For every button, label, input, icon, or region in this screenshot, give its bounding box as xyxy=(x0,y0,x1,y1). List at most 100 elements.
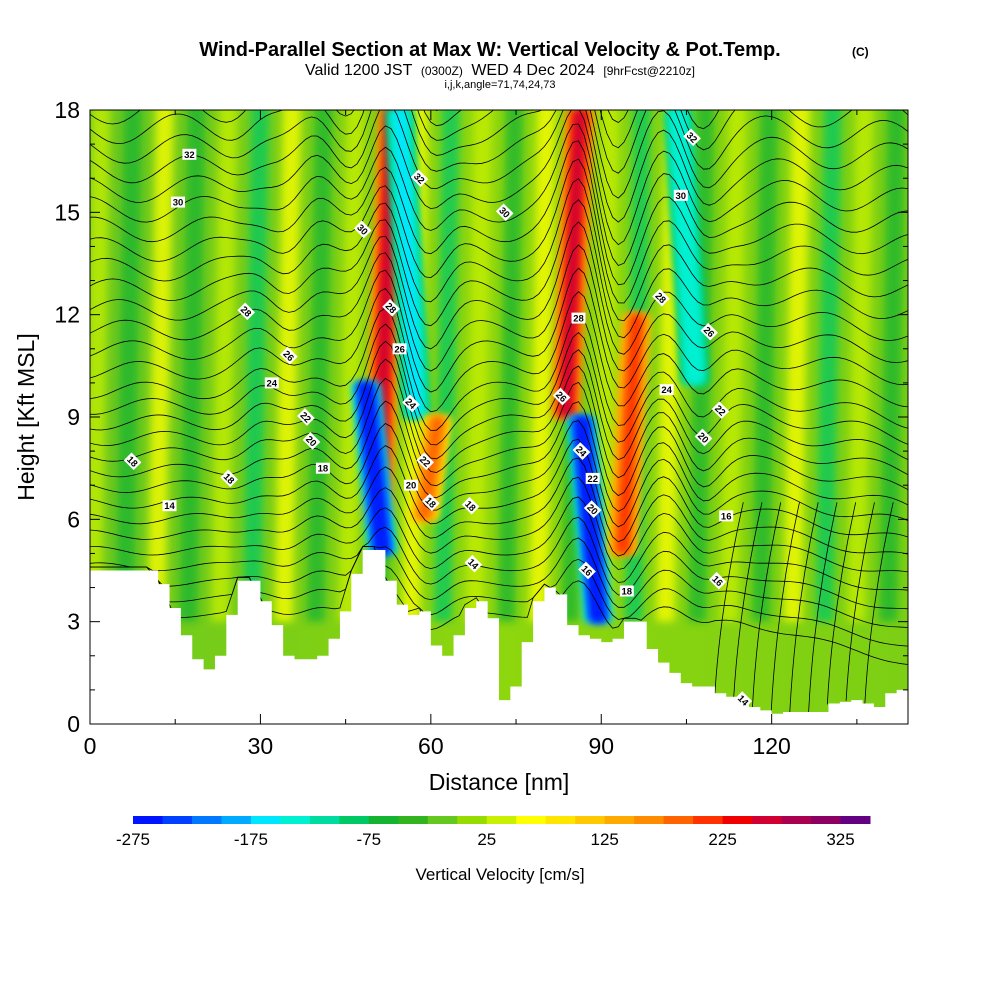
theta-label-18: 18 xyxy=(619,585,634,598)
theta-label-30: 30 xyxy=(495,203,514,222)
theta-label-20: 20 xyxy=(302,432,321,450)
colorbar-swatch xyxy=(840,816,871,824)
theta-label-30: 30 xyxy=(673,189,688,202)
label-bg xyxy=(578,561,596,580)
valid-prefix: Valid 1200 JST xyxy=(305,62,413,79)
label-bg xyxy=(279,346,298,365)
label-bg xyxy=(694,428,713,447)
velocity-band xyxy=(751,110,779,622)
theta-label-24: 24 xyxy=(659,384,674,396)
theta-label-30: 30 xyxy=(353,220,372,239)
theta-contour-line xyxy=(90,123,908,266)
updraft-core xyxy=(616,314,643,554)
label-bg xyxy=(237,302,256,321)
theta-label-18: 18 xyxy=(315,462,330,475)
theta-contour-line xyxy=(808,502,838,713)
label-bg xyxy=(123,452,142,471)
label-text: 26 xyxy=(394,344,405,355)
theta-contour-line xyxy=(90,546,908,665)
label-bg xyxy=(402,394,420,413)
label-bg xyxy=(659,384,674,396)
x-tick-label: 60 xyxy=(418,733,444,759)
colorbar-swatch xyxy=(722,816,753,824)
theta-label-28: 28 xyxy=(571,312,586,325)
y-tick-label: 12 xyxy=(54,302,80,328)
label-text: 32 xyxy=(184,150,195,161)
theta-contour-line xyxy=(90,244,908,372)
theta-contour-line xyxy=(90,267,908,393)
theta-contour-line xyxy=(90,516,908,610)
colorbar-swatch xyxy=(545,816,576,824)
label-text: 24 xyxy=(267,378,278,389)
theta-contour-line xyxy=(90,496,908,591)
grid-indices: i,j,k,angle=71,74,24,73 xyxy=(444,79,555,91)
colorbar-tick-label: 125 xyxy=(591,830,619,849)
chart-title: Wind-Parallel Section at Max W: Vertical… xyxy=(199,39,780,61)
velocity-band xyxy=(274,110,302,622)
theta-contour-line xyxy=(90,340,908,461)
theta-contour-line xyxy=(90,110,908,223)
theta-contours xyxy=(90,110,908,714)
label-text: 22 xyxy=(587,474,598,485)
label-text: 30 xyxy=(173,198,184,209)
theta-label-20: 20 xyxy=(404,479,418,492)
velocity-band xyxy=(465,110,492,622)
label-bg xyxy=(708,571,727,590)
label-bg xyxy=(392,343,407,355)
colorbar-swatch xyxy=(133,816,163,824)
y-tick-label: 3 xyxy=(67,609,80,635)
label-bg xyxy=(464,554,483,573)
colorbar-swatch xyxy=(486,816,517,824)
y-tick-label: 15 xyxy=(54,199,80,225)
colorbar-swatch xyxy=(811,816,842,824)
label-bg xyxy=(421,493,440,512)
velocity-band xyxy=(497,110,524,622)
copyright-mark: (C) xyxy=(852,45,869,59)
theta-contour-line xyxy=(752,502,782,709)
theta-label-18: 18 xyxy=(461,496,480,515)
theta-contour-line xyxy=(90,457,908,557)
y-tick-label: 18 xyxy=(54,97,80,123)
colorbar-swatch xyxy=(427,816,458,824)
y-tick-label: 0 xyxy=(67,711,80,737)
label-bg xyxy=(673,189,688,201)
label-text: 30 xyxy=(676,191,687,202)
colorbar-tick-label: -75 xyxy=(357,830,382,849)
y-tick-label: 9 xyxy=(67,404,80,430)
label-bg xyxy=(571,312,586,324)
theta-label-28: 28 xyxy=(652,288,670,307)
label-bg xyxy=(461,496,480,515)
x-tick-label: 30 xyxy=(248,733,274,759)
theta-contour-line xyxy=(90,377,908,497)
colorbar-swatch xyxy=(663,816,694,824)
theta-label-22: 22 xyxy=(585,472,600,485)
colorbar-swatch xyxy=(162,816,193,824)
label-bg xyxy=(734,691,753,709)
theta-contour-line xyxy=(90,420,908,528)
forecast-info: [9hrFcst@2210z] xyxy=(603,64,695,78)
theta-contour-line xyxy=(90,438,908,543)
colorbar-swatch xyxy=(309,816,340,824)
theta-contour-line xyxy=(90,110,908,199)
label-text: 24 xyxy=(661,385,672,396)
colorbar-swatch xyxy=(634,816,665,824)
theta-label-22: 22 xyxy=(416,452,435,471)
theta-label-16: 16 xyxy=(708,571,727,590)
colorbar-swatch xyxy=(604,816,635,824)
velocity-band xyxy=(783,110,811,622)
velocity-band xyxy=(242,110,270,622)
theta-contour-line xyxy=(90,110,908,246)
theta-label-20: 20 xyxy=(694,428,713,447)
label-bg xyxy=(353,220,372,239)
theta-contour-line xyxy=(845,502,875,701)
theta-contour-line xyxy=(90,537,908,628)
label-text: 14 xyxy=(164,501,175,512)
label-text: 16 xyxy=(721,511,732,522)
theta-label-32: 32 xyxy=(410,169,429,188)
colorbar-swatch xyxy=(457,816,488,824)
label-bg xyxy=(382,298,400,317)
label-bg xyxy=(410,169,429,188)
label-text: 18 xyxy=(622,587,633,598)
colorbar-swatch xyxy=(781,816,812,824)
